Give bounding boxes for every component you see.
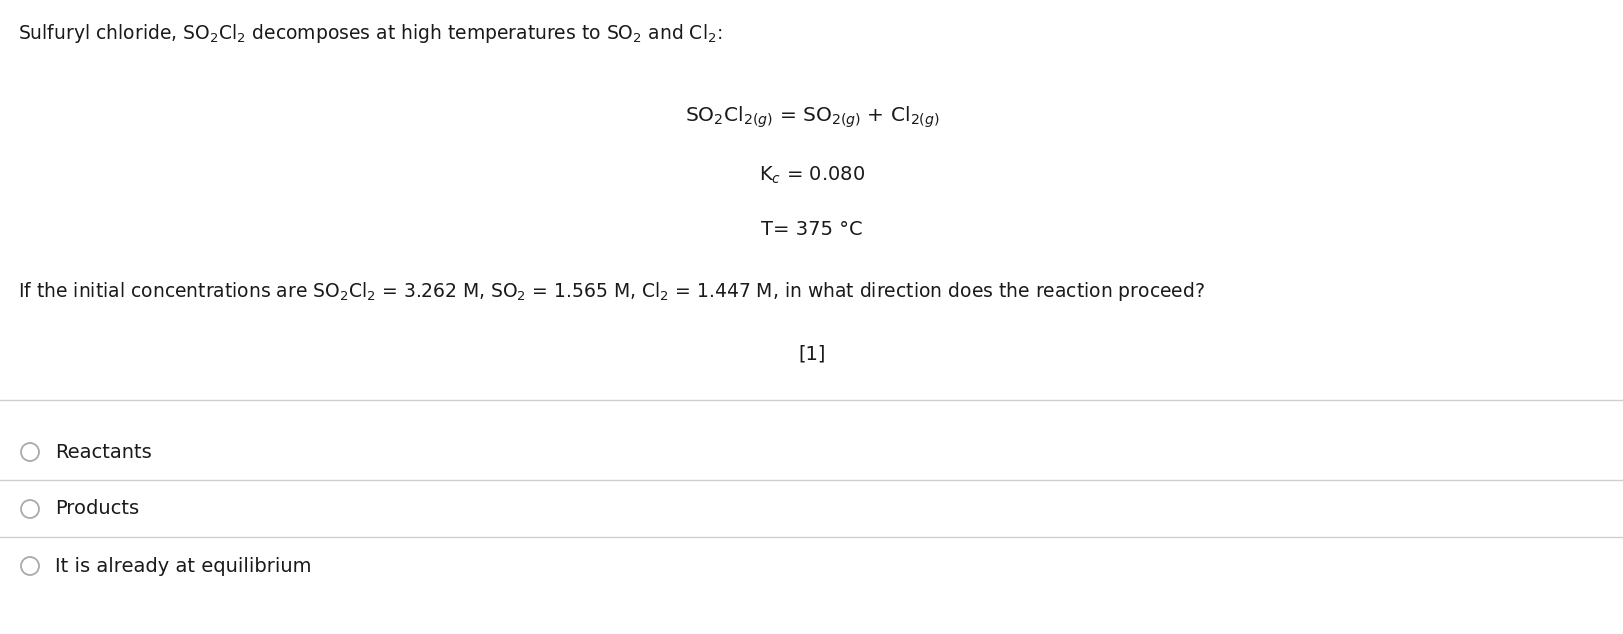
Text: K$_c$ = 0.080: K$_c$ = 0.080 (758, 165, 865, 186)
Text: [1]: [1] (799, 345, 824, 364)
Text: If the initial concentrations are SO$_2$Cl$_2$ = 3.262 M, SO$_2$ = 1.565 M, Cl$_: If the initial concentrations are SO$_2$… (18, 280, 1204, 303)
Text: Sulfuryl chloride, SO$_2$Cl$_2$ decomposes at high temperatures to SO$_2$ and Cl: Sulfuryl chloride, SO$_2$Cl$_2$ decompos… (18, 22, 722, 45)
Text: Products: Products (55, 500, 140, 519)
Text: It is already at equilibrium: It is already at equilibrium (55, 557, 312, 576)
Text: T= 375 °C: T= 375 °C (761, 220, 862, 239)
Text: SO$_2$Cl$_{2(g)}$ = SO$_{2(g)}$ + Cl$_{2(g)}$: SO$_2$Cl$_{2(g)}$ = SO$_{2(g)}$ + Cl$_{2… (685, 105, 938, 131)
Text: Reactants: Reactants (55, 443, 151, 462)
